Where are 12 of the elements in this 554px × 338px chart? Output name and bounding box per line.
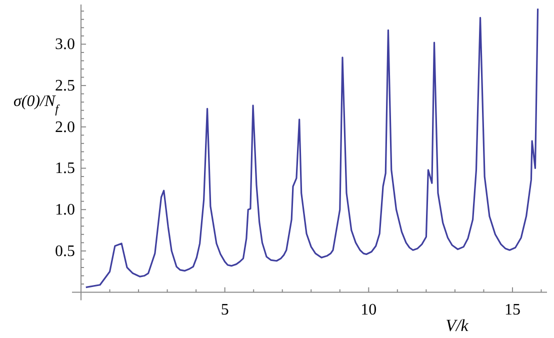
y-tick-label: 1.0	[55, 202, 75, 219]
x-tick-label: 10	[360, 301, 377, 318]
x-tick-label: 15	[504, 301, 520, 318]
y-axis-title: σ(0)/N$_{f}$	[13, 93, 60, 116]
x-tick-label: 5	[220, 301, 229, 318]
y-tick-label: 1.5	[55, 160, 75, 178]
y-tick-label: 2.0	[55, 118, 75, 136]
x-axis-title: V/k	[446, 316, 469, 335]
y-tick-label: 0.5	[55, 242, 75, 260]
y-tick-label: 3.0	[55, 36, 75, 54]
line-series	[85, 8, 539, 288]
y-tick-label: 2.5	[55, 78, 75, 95]
